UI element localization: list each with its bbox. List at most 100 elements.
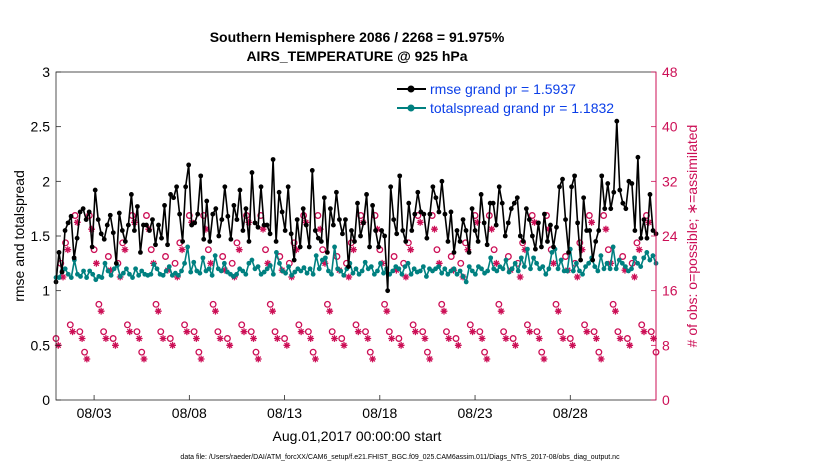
y-left-tick-label: 2 — [42, 173, 50, 189]
obs-assimilated-point — [416, 218, 424, 226]
totalspread-point — [243, 271, 249, 277]
totalspread-point — [206, 266, 212, 272]
obs-assimilated-point — [588, 218, 596, 226]
totalspread-point — [402, 264, 408, 270]
obs-assimilated-point — [469, 328, 476, 336]
obs-assimilated-point — [602, 225, 610, 233]
totalspread-point — [503, 257, 509, 263]
obs-possible-point — [423, 348, 431, 356]
rmse-point — [270, 157, 276, 162]
rmse-point — [635, 154, 641, 160]
obs-assimilated-point — [464, 246, 472, 254]
obs-assimilated-point — [573, 273, 581, 281]
obs-possible-point — [604, 246, 612, 254]
obs-assimilated-point — [64, 246, 72, 254]
obs-assimilated-point — [431, 225, 438, 233]
rmse-point — [403, 239, 409, 244]
rmse-point — [409, 228, 415, 233]
totalspread-point — [647, 257, 653, 263]
obs-assimilated-point — [540, 355, 548, 363]
plot-area — [56, 72, 656, 400]
rmse-point — [62, 228, 68, 233]
totalspread-point — [127, 271, 132, 277]
rmse-point — [334, 189, 339, 195]
obs-assimilated-point — [140, 355, 148, 363]
rmse-point — [529, 233, 535, 239]
rmse-point — [195, 211, 201, 217]
rmse-point — [138, 250, 143, 255]
obs-possible-point — [609, 300, 617, 308]
rmse-point — [147, 228, 152, 233]
obs-assimilated-point — [183, 328, 191, 336]
rmse-point — [186, 162, 192, 168]
x-tick-label: 08/13 — [267, 405, 302, 421]
obs-assimilated-point — [226, 341, 234, 349]
obs-assimilated-point — [631, 273, 638, 281]
rmse-point — [222, 184, 228, 190]
rmse-point — [575, 220, 581, 226]
rmse-point — [119, 228, 125, 233]
totalspread-point — [540, 264, 546, 270]
obs-assimilated-point — [97, 307, 105, 315]
totalspread-point — [638, 264, 644, 270]
totalspread-point — [632, 255, 637, 261]
rmse-point — [358, 233, 363, 239]
obs-assimilated-point — [583, 328, 591, 336]
obs-assimilated-point — [550, 259, 557, 267]
totalspread-point — [518, 255, 524, 261]
rmse-point — [276, 189, 282, 195]
totalspread-point — [84, 275, 90, 280]
rmse-point — [252, 220, 258, 226]
rmse-point — [306, 244, 312, 250]
totalspread-point — [577, 268, 582, 274]
obs-assimilated-point — [407, 246, 415, 254]
rmse-point — [249, 170, 255, 175]
obs-assimilated-point — [221, 266, 229, 274]
rmse-point — [421, 211, 427, 217]
rmse-point — [56, 250, 62, 255]
totalspread-point — [249, 257, 255, 263]
rmse-point — [240, 228, 246, 233]
totalspread-point — [283, 270, 288, 276]
y-right-tick-label: 48 — [662, 64, 678, 80]
totalspread-point — [68, 275, 74, 280]
rmse-point — [237, 187, 243, 193]
rmse-point — [587, 228, 593, 233]
y-right-tick-label: 24 — [662, 228, 678, 244]
obs-assimilated-point — [135, 335, 143, 342]
obs-assimilated-point — [554, 307, 562, 315]
rmse-point — [563, 217, 568, 223]
rmse-point — [330, 222, 336, 228]
obs-assimilated-point — [354, 328, 362, 336]
obs-possible-point — [647, 328, 655, 336]
rmse-point — [472, 228, 478, 233]
obs-possible-point — [476, 328, 484, 336]
obs-possible-point — [433, 246, 441, 254]
rmse-point — [376, 244, 382, 250]
totalspread-point — [56, 275, 62, 280]
obs-possible-point — [76, 328, 84, 336]
obs-possible-point — [223, 335, 231, 342]
obs-possible-point — [157, 328, 165, 336]
totalspread-point — [154, 266, 160, 272]
totalspread-point — [371, 271, 377, 277]
obs-assimilated-point — [297, 328, 305, 336]
rmse-point — [560, 176, 565, 182]
rmse-point — [204, 198, 210, 204]
obs-assimilated-point — [69, 328, 76, 336]
rmse-point — [349, 228, 354, 233]
rmse-point — [95, 217, 101, 223]
obs-assimilated-point — [512, 341, 519, 349]
totalspread-point — [246, 260, 252, 266]
rmse-point — [545, 239, 550, 244]
totalspread-point — [124, 266, 129, 272]
obs-possible-point — [233, 239, 241, 247]
totalspread-point — [185, 244, 191, 250]
rmse-point — [641, 217, 647, 223]
obs-assimilated-point — [488, 225, 496, 233]
obs-assimilated-point — [250, 335, 257, 342]
obs-assimilated-point — [83, 355, 91, 363]
obs-possible-point — [409, 321, 417, 329]
rmse-point — [445, 239, 451, 244]
